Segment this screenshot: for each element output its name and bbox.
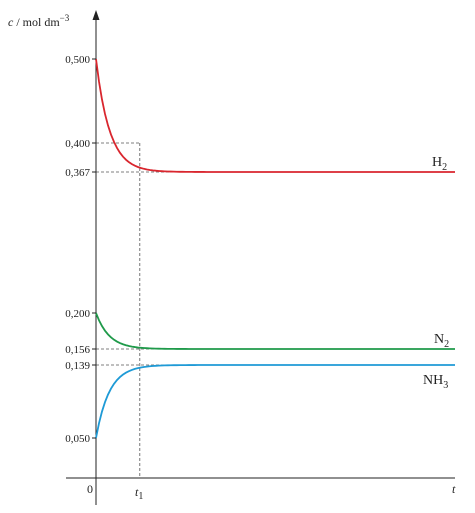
series-labels: H2 N2 NH3 [423, 155, 449, 391]
series-line-0 [95, 58, 455, 173]
y-tick-label-4: 0,156 [65, 344, 90, 356]
series-label-1: N2 [434, 332, 449, 350]
series-label-2: NH3 [423, 373, 448, 391]
y-tick-label-5: 0,139 [65, 360, 90, 372]
t1-label: t1 [135, 485, 143, 502]
series-label-0: H2 [432, 155, 447, 173]
guide-lines [96, 142, 455, 478]
y-tick-label-6: 0,050 [65, 433, 90, 445]
y-tick-label-2: 0,367 [65, 167, 90, 179]
y-tick-label-0: 0,500 [65, 54, 90, 66]
y-tick-label-3: 0,200 [65, 308, 90, 320]
y-axis-label: c / mol dm−3 [8, 13, 70, 29]
series-line-1 [95, 312, 455, 350]
x-axis-label: t [452, 482, 456, 496]
series-curves [95, 58, 455, 439]
axes [66, 10, 455, 505]
origin-label: 0 [87, 482, 93, 496]
text-labels: c / mol dm−3 0 t t1 [8, 13, 456, 502]
series-line-2 [95, 364, 455, 439]
y-tick-label-1: 0,400 [65, 138, 90, 150]
y-tick-labels: 0,500 0,400 0,367 0,200 0,156 0,139 0,050 [65, 54, 96, 445]
y-axis-arrow-icon [92, 10, 100, 20]
